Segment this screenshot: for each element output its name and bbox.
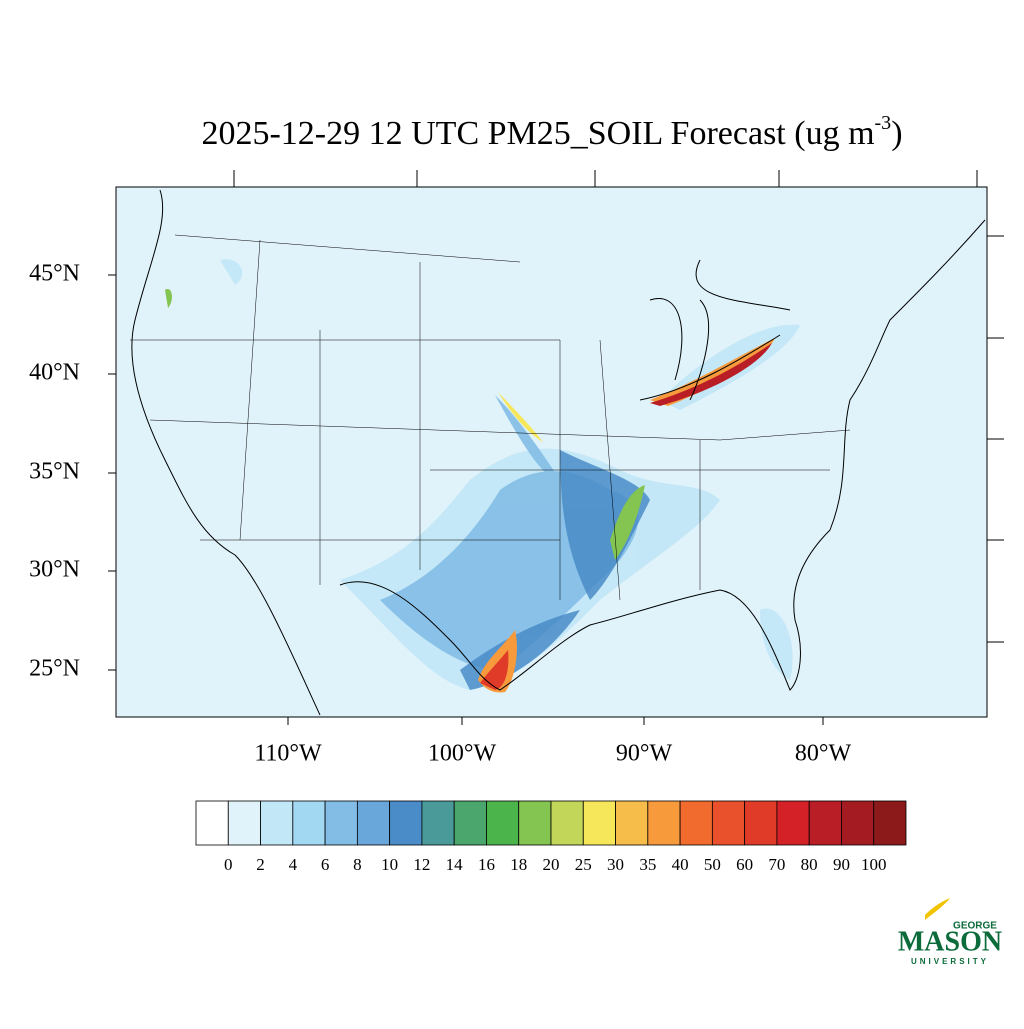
colorbar-box bbox=[744, 800, 778, 846]
colorbar-label: 10 bbox=[381, 855, 398, 874]
colorbar-label: 18 bbox=[510, 855, 527, 874]
colorbar-label: 40 bbox=[672, 855, 689, 874]
coastlines bbox=[131, 189, 986, 716]
plume-red bbox=[480, 650, 509, 690]
colorbar-box bbox=[260, 800, 294, 846]
colorbar-box bbox=[841, 800, 875, 846]
colorbar-label: 14 bbox=[446, 855, 464, 874]
colorbar-label: 35 bbox=[639, 855, 656, 874]
colorbar-box bbox=[808, 800, 842, 846]
lon-label: 90°W bbox=[616, 741, 673, 767]
lat-label: 35°N bbox=[29, 459, 80, 485]
title-text: 2025-12-29 12 UTC PM25_SOIL Forecast (ug… bbox=[201, 115, 874, 152]
logo-mark bbox=[925, 898, 950, 920]
colorbar-box bbox=[195, 800, 229, 846]
colorbar-label: 100 bbox=[861, 855, 887, 874]
map-frame bbox=[115, 186, 988, 718]
colorbar-label: 0 bbox=[224, 855, 233, 874]
colorbar-label: 12 bbox=[413, 855, 430, 874]
title-superscript: -3 bbox=[875, 112, 892, 134]
colorbar-box bbox=[518, 800, 552, 846]
colorbar-label: 8 bbox=[353, 855, 362, 874]
lon-label: 80°W bbox=[795, 741, 852, 767]
lat-label: 30°N bbox=[29, 557, 80, 583]
logo: GEORGE MASON UNIVERSITY bbox=[898, 898, 1002, 966]
colorbar-label: 50 bbox=[704, 855, 721, 874]
colorbar-box bbox=[776, 800, 810, 846]
colorbar-label: 80 bbox=[801, 855, 818, 874]
colorbar-box bbox=[486, 800, 520, 846]
colorbar-box bbox=[421, 800, 455, 846]
colorbar-label: 90 bbox=[833, 855, 850, 874]
logo-main: MASON bbox=[898, 926, 1002, 957]
colorbar-label: 30 bbox=[607, 855, 624, 874]
colorbar-box bbox=[550, 800, 584, 846]
colorbar-box bbox=[227, 800, 261, 846]
state-borders bbox=[130, 234, 851, 601]
plume-orange bbox=[650, 338, 775, 406]
lon-label: 110°W bbox=[254, 741, 322, 767]
colorbar-label: 25 bbox=[575, 855, 592, 874]
map bbox=[108, 170, 1004, 725]
lon-label: 100°W bbox=[428, 741, 497, 767]
colorbar-label: 20 bbox=[543, 855, 560, 874]
colorbar-box bbox=[292, 800, 326, 846]
colorbar-box bbox=[647, 800, 681, 846]
plume-green bbox=[165, 289, 645, 560]
plume-yellow bbox=[498, 392, 543, 442]
colorbar: 0 2 4 6 8 10 12 14 16 18 20 25 30 35 40 50 60 70 80 90 100 bbox=[195, 800, 907, 874]
colorbar-box bbox=[582, 800, 616, 846]
plume-red bbox=[650, 343, 772, 406]
colorbar-label: 6 bbox=[321, 855, 330, 874]
logo-bottom: UNIVERSITY bbox=[911, 957, 989, 966]
colorbar-box bbox=[873, 800, 907, 846]
colorbar-box bbox=[324, 800, 358, 846]
lat-label: 40°N bbox=[29, 360, 80, 386]
lat-label: 25°N bbox=[29, 656, 80, 682]
title: 2025-12-29 12 UTC PM25_SOIL Forecast (ug… bbox=[201, 112, 902, 152]
colorbar-label: 2 bbox=[256, 855, 265, 874]
colorbar-label: 70 bbox=[768, 855, 785, 874]
colorbar-box bbox=[679, 800, 713, 846]
colorbar-box bbox=[389, 800, 423, 846]
lat-label: 45°N bbox=[29, 261, 80, 287]
colorbar-label: 60 bbox=[736, 855, 753, 874]
colorbar-label: 16 bbox=[478, 855, 495, 874]
colorbar-box bbox=[615, 800, 649, 846]
axis-labels: 45°N 40°N 35°N 30°N 25°N 110°W 100°W 90°W 80°W bbox=[29, 261, 851, 767]
colorbar-box bbox=[453, 800, 487, 846]
logo-top: GEORGE bbox=[953, 921, 997, 932]
frame-ticks bbox=[108, 170, 1004, 725]
title-end: ) bbox=[891, 115, 902, 152]
colorbar-box bbox=[356, 800, 391, 846]
colorbar-label: 4 bbox=[289, 855, 298, 874]
colorbar-box bbox=[711, 800, 746, 846]
